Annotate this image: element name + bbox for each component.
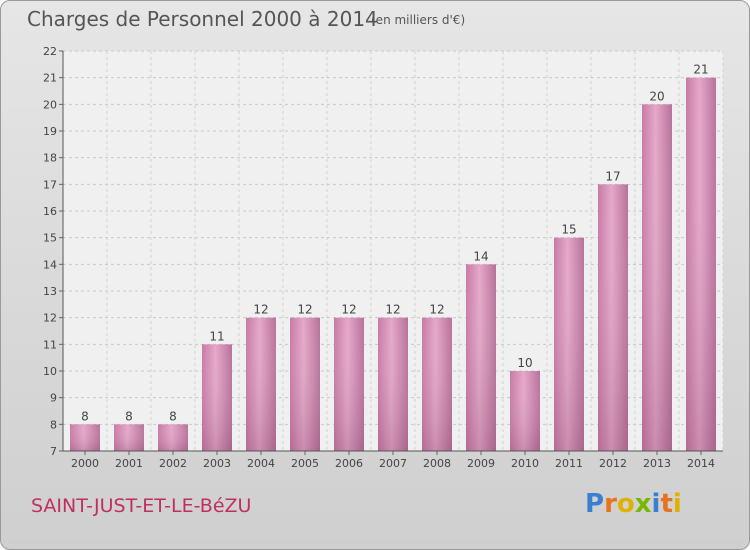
y-tick-label: 21 xyxy=(43,72,57,85)
x-tick-label: 2004 xyxy=(247,457,275,470)
y-tick-label: 8 xyxy=(50,418,57,431)
y-tick-label: 16 xyxy=(43,205,57,218)
bar-value-label: 8 xyxy=(169,409,177,423)
chart-subtitle: (en milliers d'€) xyxy=(371,13,466,27)
bar-shade xyxy=(598,184,628,452)
bar-shade xyxy=(510,371,540,451)
y-tick-label: 7 xyxy=(50,445,57,458)
bar-value-label: 20 xyxy=(649,89,664,103)
brand-logo-letter: x xyxy=(634,489,652,519)
bar-shade xyxy=(378,317,408,451)
x-tick-label: 2006 xyxy=(335,457,363,470)
chart-title: Charges de Personnel 2000 à 2014 xyxy=(27,7,378,31)
bar-shade xyxy=(686,77,716,452)
x-tick-label: 2010 xyxy=(511,457,539,470)
x-tick-label: 2002 xyxy=(159,457,187,470)
y-tick-label: 9 xyxy=(50,392,57,405)
x-tick-label: 2005 xyxy=(291,457,319,470)
bar-shade xyxy=(290,317,320,451)
bar-shade xyxy=(642,104,672,451)
bar-value-label: 15 xyxy=(561,223,576,237)
commune-name: SAINT-JUST-ET-LE-BéZU xyxy=(31,495,252,517)
x-tick-label: 2011 xyxy=(555,457,583,470)
brand-logo-letter: i xyxy=(672,489,682,519)
bar-value-label: 14 xyxy=(473,249,488,263)
bar-value-label: 8 xyxy=(125,409,133,423)
bar-shade xyxy=(246,317,276,451)
x-tick-label: 2003 xyxy=(203,457,231,470)
y-tick-label: 19 xyxy=(43,125,57,138)
y-tick-label: 22 xyxy=(43,45,57,58)
bar-shade xyxy=(114,424,144,451)
x-tick-label: 2007 xyxy=(379,457,407,470)
y-tick-label: 18 xyxy=(43,152,57,165)
bar-value-label: 12 xyxy=(341,303,356,317)
y-tick-label: 13 xyxy=(43,285,57,298)
bar-value-label: 11 xyxy=(209,329,224,343)
bar-shade xyxy=(70,424,100,451)
bar-shade xyxy=(422,317,452,451)
bars: 8 8 8 11 12 12 12 12 12 14 10 15 17 20 21 xyxy=(70,63,716,452)
brand-logo-letter: i xyxy=(651,489,661,519)
bar-value-label: 12 xyxy=(385,303,400,317)
x-tick-label: 2009 xyxy=(467,457,495,470)
x-tick-label: 2000 xyxy=(71,457,99,470)
axes: 7 8 9 10 11 12 13 14 15 16 17 18 19 20 21 22 2000 2001 200… xyxy=(43,45,723,470)
x-tick-label: 2014 xyxy=(687,457,715,470)
bar-value-label: 12 xyxy=(253,303,268,317)
y-tick-label: 14 xyxy=(43,258,57,271)
y-tick-label: 10 xyxy=(43,365,57,378)
x-tick-label: 2012 xyxy=(599,457,627,470)
brand-logo-letter: t xyxy=(660,489,673,519)
bar-value-label: 21 xyxy=(693,63,708,77)
bar-value-label: 12 xyxy=(297,303,312,317)
bar-shade xyxy=(158,424,188,451)
brand-logo-letter: P xyxy=(585,489,605,519)
x-tick-label: 2001 xyxy=(115,457,143,470)
bar-shade xyxy=(202,344,232,451)
y-tick-label: 11 xyxy=(43,338,57,351)
brand-logo: Proxiti xyxy=(585,489,682,519)
y-tick-label: 20 xyxy=(43,98,57,111)
y-tick-label: 15 xyxy=(43,232,57,245)
y-tick-label: 17 xyxy=(43,178,57,191)
bar-shade xyxy=(554,237,584,451)
bar-shade xyxy=(466,264,496,451)
x-tick-label: 2013 xyxy=(643,457,671,470)
brand-logo-letter: r xyxy=(604,489,617,519)
bar-value-label: 10 xyxy=(517,356,532,370)
x-tick-label: 2008 xyxy=(423,457,451,470)
bar-value-label: 17 xyxy=(605,169,620,183)
y-tick-label: 12 xyxy=(43,312,57,325)
bar-value-label: 12 xyxy=(429,303,444,317)
brand-logo-letter: o xyxy=(616,489,635,519)
bar-shade xyxy=(334,317,364,451)
bar-value-label: 8 xyxy=(81,409,89,423)
